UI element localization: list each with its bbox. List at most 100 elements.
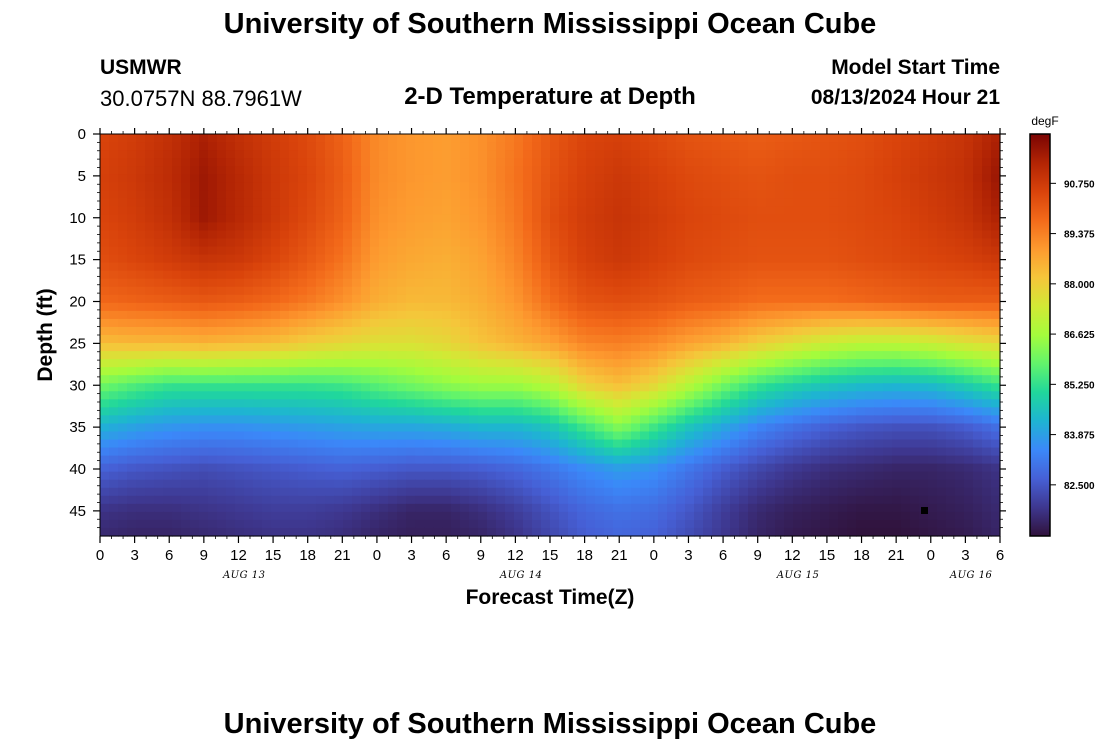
heatmap-cell	[604, 326, 614, 336]
heatmap-cell	[865, 423, 875, 433]
heatmap-cell	[964, 343, 974, 352]
heatmap-cell	[217, 302, 227, 312]
heatmap-cell	[325, 134, 335, 143]
heatmap-cell	[766, 294, 776, 304]
heatmap-cell	[595, 302, 605, 312]
heatmap-cell	[856, 134, 866, 143]
heatmap-cell	[316, 326, 326, 336]
heatmap-cell	[676, 351, 686, 360]
heatmap-cell	[460, 278, 470, 288]
heatmap-cell	[712, 431, 722, 441]
heatmap-cell	[505, 399, 515, 408]
heatmap-cell	[307, 471, 317, 481]
heatmap-cell	[379, 262, 389, 272]
heatmap-cell	[415, 399, 425, 408]
heatmap-cell	[595, 278, 605, 288]
heatmap-cell	[910, 238, 920, 248]
heatmap-cell	[361, 407, 371, 416]
heatmap-cell	[919, 238, 929, 248]
heatmap-cell	[766, 455, 776, 465]
heatmap-cell	[559, 174, 569, 183]
heatmap-cell	[514, 471, 524, 481]
heatmap-cell	[100, 310, 110, 320]
heatmap-cell	[856, 447, 866, 457]
heatmap-cell	[802, 302, 812, 312]
heatmap-cell	[685, 487, 695, 497]
heatmap-cell	[568, 286, 578, 296]
heatmap-cell	[838, 519, 848, 529]
heatmap-cell	[397, 198, 407, 207]
heatmap-cell	[262, 495, 272, 505]
heatmap-cell	[649, 326, 659, 336]
heatmap-cell	[361, 222, 371, 232]
heatmap-cell	[244, 142, 254, 151]
heatmap-cell	[730, 254, 740, 264]
heatmap-cell	[181, 503, 191, 513]
heatmap-cell	[667, 487, 677, 497]
heatmap-cell	[964, 383, 974, 392]
heatmap-cell	[109, 423, 119, 433]
heatmap-cell	[253, 511, 263, 521]
heatmap-cell	[874, 214, 884, 224]
heatmap-cell	[856, 495, 866, 505]
heatmap-cell	[865, 495, 875, 505]
heatmap-cell	[307, 142, 317, 151]
heatmap-cell	[838, 351, 848, 360]
heatmap-cell	[172, 439, 182, 449]
heatmap-cell	[118, 359, 128, 368]
heatmap-cell	[703, 503, 713, 513]
heatmap-cell	[271, 519, 281, 529]
heatmap-cell	[631, 294, 641, 304]
heatmap-cell	[784, 375, 794, 384]
heatmap-cell	[658, 286, 668, 296]
heatmap-cell	[730, 367, 740, 376]
heatmap-cell	[262, 182, 272, 191]
heatmap-cell	[829, 166, 839, 175]
heatmap-cell	[127, 318, 137, 328]
heatmap-cell	[748, 463, 758, 473]
heatmap-cell	[100, 238, 110, 248]
heatmap-cell	[604, 407, 614, 416]
heatmap-cell	[379, 455, 389, 465]
heatmap-cell	[631, 447, 641, 457]
heatmap-cell	[532, 359, 542, 368]
heatmap-cell	[217, 318, 227, 328]
heatmap-cell	[775, 278, 785, 288]
heatmap-cell	[631, 335, 641, 344]
heatmap-cell	[379, 142, 389, 151]
heatmap-cell	[262, 230, 272, 240]
heatmap-cell	[442, 447, 452, 457]
heatmap-cell	[298, 455, 308, 465]
heatmap-cell	[307, 519, 317, 529]
heatmap-cell	[352, 302, 362, 312]
heatmap-cell	[892, 254, 902, 264]
heatmap-cell	[964, 230, 974, 240]
heatmap-cell	[541, 254, 551, 264]
heatmap-cell	[550, 214, 560, 224]
heatmap-cell	[991, 495, 1001, 505]
heatmap-cell	[847, 270, 857, 280]
heatmap-cell	[298, 487, 308, 497]
heatmap-cell	[559, 487, 569, 497]
heatmap-cell	[658, 415, 668, 425]
heatmap-cell	[469, 511, 479, 521]
heatmap-cell	[352, 294, 362, 304]
heatmap-cell	[118, 375, 128, 384]
heatmap-cell	[487, 198, 497, 207]
heatmap-cell	[460, 246, 470, 256]
heatmap-cell	[451, 399, 461, 408]
heatmap-cell	[739, 519, 749, 529]
heatmap-cell	[982, 471, 992, 481]
heatmap-cell	[964, 495, 974, 505]
heatmap-cell	[604, 487, 614, 497]
heatmap-cell	[973, 479, 983, 489]
heatmap-cell	[298, 471, 308, 481]
heatmap-cell	[127, 246, 137, 256]
heatmap-cell	[973, 310, 983, 320]
heatmap-cell	[541, 230, 551, 240]
heatmap-cell	[748, 383, 758, 392]
heatmap-cell	[676, 423, 686, 433]
heatmap-cell	[343, 190, 353, 199]
heatmap-cell	[946, 294, 956, 304]
heatmap-cell	[127, 391, 137, 400]
